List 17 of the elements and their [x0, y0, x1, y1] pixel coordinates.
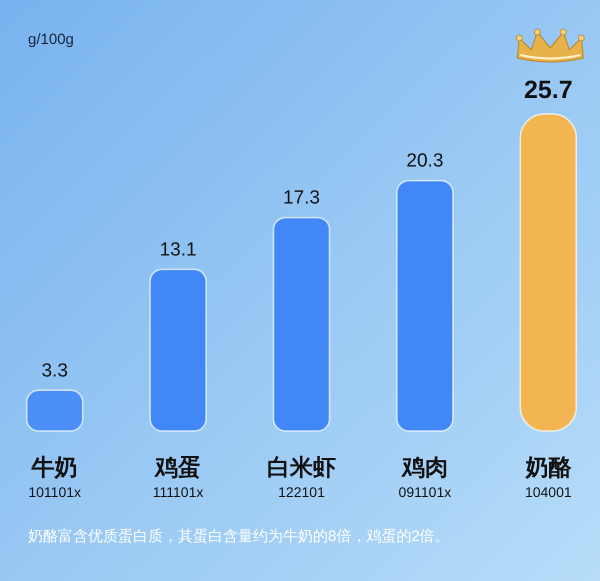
text: 奶酪富含优质蛋白质，其蛋白含量约为牛奶的8倍，鸡蛋的2倍。 [28, 528, 450, 545]
data-label: 25.7 [524, 76, 573, 104]
data-label: 17.3 [283, 188, 320, 209]
bar [149, 268, 207, 432]
data-label: 3.3 [41, 360, 68, 382]
y-axis-title: g/100g [28, 31, 74, 48]
bar [26, 390, 84, 432]
data-label: 13.1 [160, 239, 197, 260]
bar [396, 180, 454, 432]
data-label: 20.3 [406, 150, 444, 172]
x-tick-label: 奶酪 104001 [524, 454, 572, 500]
bar [520, 113, 578, 432]
x-tick-label: 鸡蛋 111101x [152, 454, 204, 500]
x-tick-label: 牛奶 101101x [28, 454, 82, 500]
x-tick-label: 鸡肉 091101x [398, 454, 452, 500]
bar [272, 216, 330, 432]
x-tick-label: 白米虾 122101 [267, 454, 336, 500]
